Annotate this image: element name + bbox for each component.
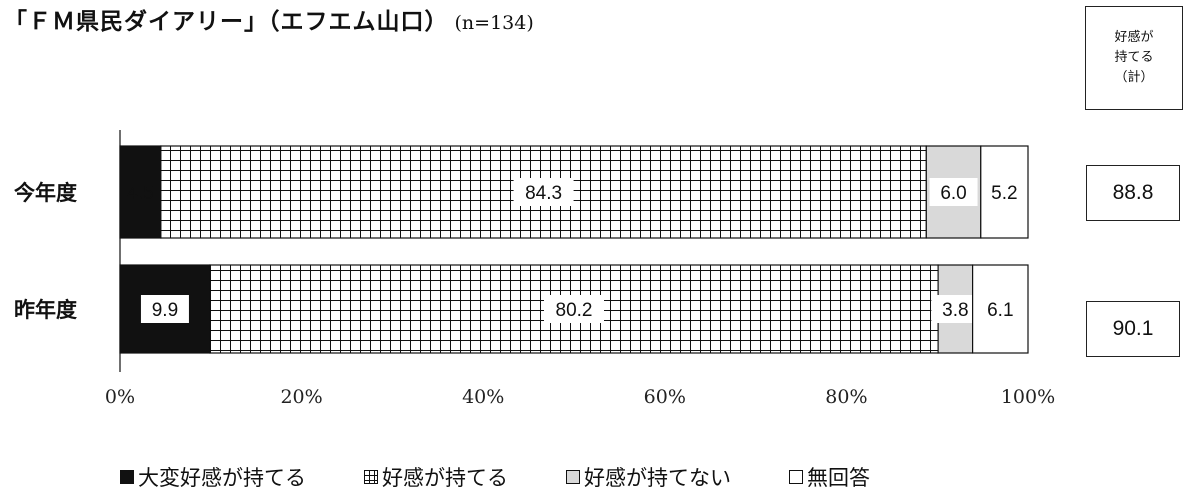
x-tick-label-2: 40% [462, 386, 504, 408]
chart-title: 「ＦＭ県民ダイアリー」（エフエム山口） (n=134) [4, 2, 534, 36]
legend-swatch-favorable [364, 470, 378, 484]
legend-item-favorable: 好感が持てる [364, 462, 508, 492]
data-label-last-year-very-favorable: 9.9 [152, 300, 178, 321]
data-label-bg-this-year-not-favorable [929, 178, 978, 206]
legend-swatch-very-favorable [120, 470, 134, 484]
total-column-header: 好感が 持てる （計） [1085, 6, 1183, 110]
total-value-this-year: 88.8 [1086, 165, 1180, 221]
data-label-last-year-favorable: 80.2 [556, 300, 593, 321]
data-label-last-year-no-answer: 6.1 [987, 300, 1013, 321]
data-label-last-year-not-favorable: 3.8 [942, 300, 968, 321]
data-label-bg-last-year-not-favorable [931, 295, 980, 323]
legend-label-not-favorable: 好感が持てない [584, 466, 731, 490]
data-label-bg-last-year-favorable [544, 295, 604, 323]
chart-title-text: 「ＦＭ県民ダイアリー」（エフエム山口） [4, 9, 449, 35]
legend: 大変好感が持てる 好感が持てる 好感が持てない 無回答 [120, 462, 870, 492]
legend-label-very-favorable: 大変好感が持てる [138, 466, 306, 490]
x-tick-label-3: 60% [644, 386, 686, 408]
legend-label-favorable: 好感が持てる [382, 466, 508, 490]
sample-size: (n=134) [454, 12, 534, 34]
total-value-last-year: 90.1 [1086, 301, 1180, 357]
legend-item-not-favorable: 好感が持てない [566, 462, 731, 492]
data-label-this-year-no-answer: 5.2 [991, 183, 1017, 204]
data-label-this-year-very-favorable: 4.5 [127, 183, 153, 204]
data-label-this-year-not-favorable: 6.0 [940, 183, 966, 204]
x-tick-label-5: 100% [1001, 386, 1055, 408]
plot-area: 今年度 4.5 84.3 6.0 5.2 昨年度 9.9 80.2 3.8 6.1 0% 20% 40%… [14, 130, 1055, 408]
legend-item-no-answer: 無回答 [789, 462, 870, 492]
x-tick-label-1: 20% [280, 386, 322, 408]
legend-item-very-favorable: 大変好感が持てる [120, 462, 306, 492]
bar-last-year-no-answer [972, 264, 1029, 354]
data-label-bg-this-year-favorable [513, 178, 574, 206]
legend-swatch-no-answer [789, 470, 803, 484]
category-label-this-year: 今年度 [14, 181, 77, 205]
legend-label-no-answer: 無回答 [807, 466, 870, 490]
data-label-bg-last-year-very-favorable [140, 295, 189, 323]
x-tick-label-0: 0% [105, 386, 135, 408]
data-label-this-year-favorable: 84.3 [525, 183, 562, 204]
category-label-last-year: 昨年度 [14, 298, 77, 322]
legend-swatch-not-favorable [566, 470, 580, 484]
x-tick-label-4: 80% [825, 386, 867, 408]
bar-this-year-no-answer [980, 145, 1029, 239]
